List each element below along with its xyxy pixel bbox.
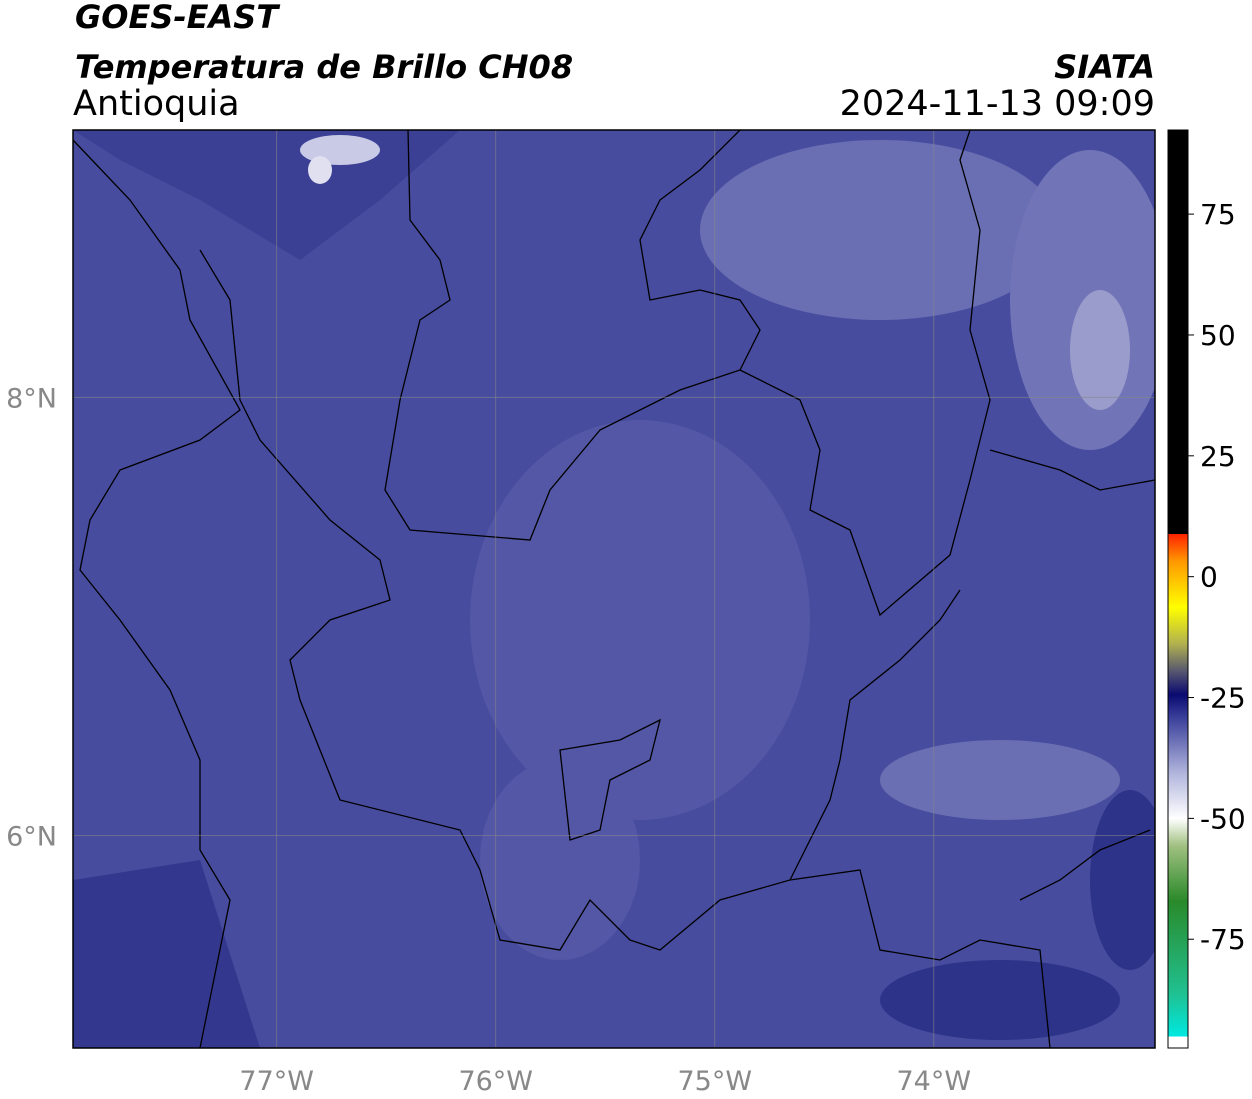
colorbar-ticks: 75 50 25 0 -25 -50 -75	[1188, 198, 1246, 956]
map-frame	[72, 129, 1156, 1049]
lat-label: 6°N	[6, 821, 57, 852]
lon-label: 77°W	[239, 1066, 314, 1097]
colorbar-tick-label: -50	[1200, 802, 1246, 835]
title: GOES-EAST	[75, 0, 280, 36]
region: Antioquia	[73, 84, 240, 124]
lon-label: 74°W	[897, 1066, 972, 1097]
graticule	[73, 130, 1155, 1048]
colorbar-tick-label: 0	[1200, 561, 1218, 594]
lon-label: 76°W	[458, 1066, 533, 1097]
colorbar	[1167, 129, 1189, 1049]
timestamp: 2024-11-13 09:09	[840, 84, 1155, 124]
colorbar-tick-label: -75	[1200, 923, 1246, 956]
lat-label: 8°N	[6, 383, 57, 414]
lon-label: 75°W	[677, 1066, 752, 1097]
map-image	[73, 130, 1155, 1048]
colorbar-tick-label: 50	[1200, 319, 1236, 352]
subtitle: Temperatura de Brillo CH08	[75, 48, 573, 86]
colorbar-tick-label: -25	[1200, 682, 1246, 715]
colorbar-tick-label: 25	[1200, 440, 1236, 473]
colorbar-tick-label: 75	[1200, 198, 1236, 231]
source: SIATA	[1054, 48, 1155, 86]
